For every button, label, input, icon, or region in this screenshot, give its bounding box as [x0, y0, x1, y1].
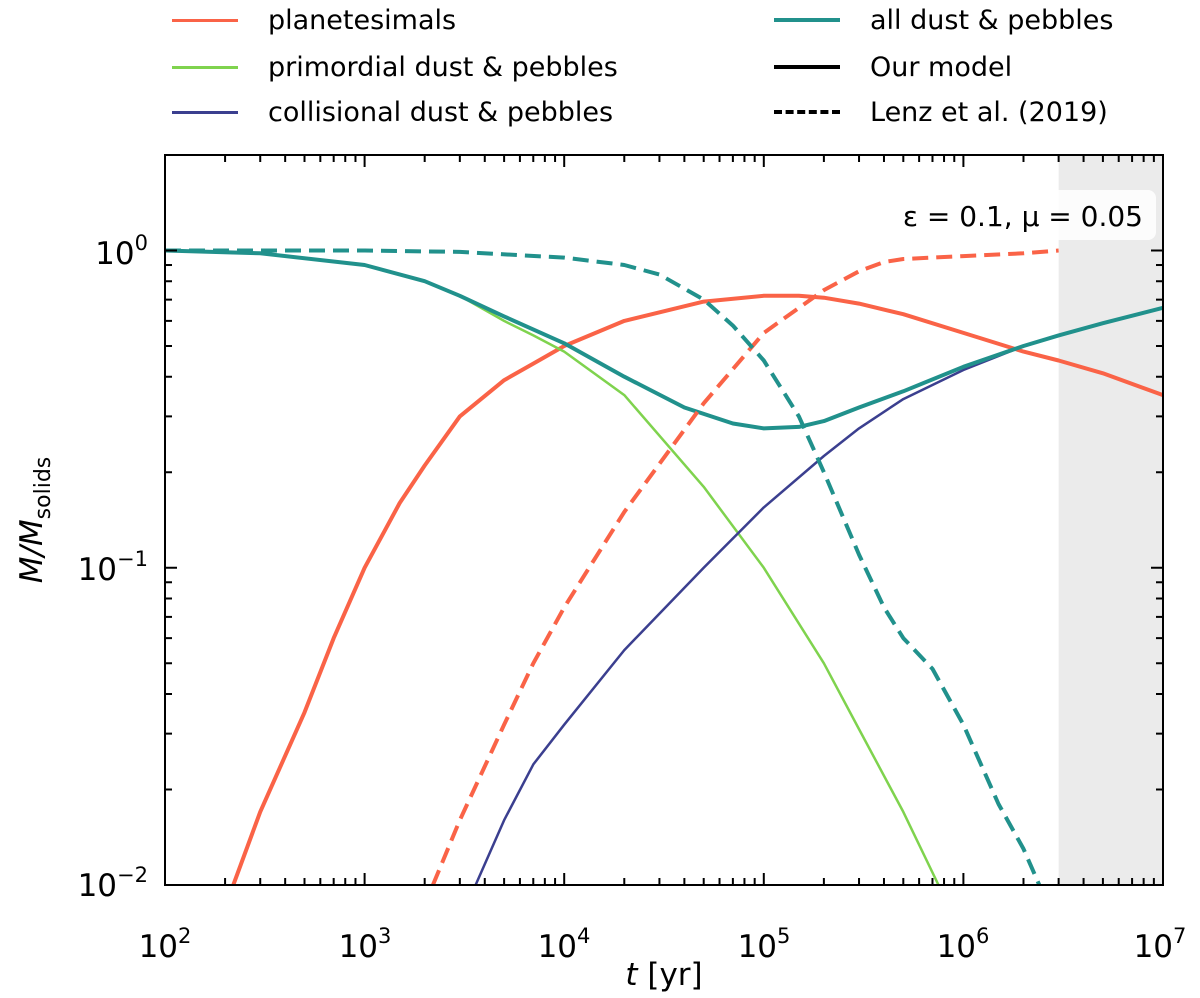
legend-item-lenz: Lenz et al. (2019)	[774, 92, 1108, 132]
legend-label-all-dust: all dust & pebbles	[870, 4, 1114, 36]
series-line-3	[165, 248, 1163, 431]
legend-item-collisional: collisional dust & pebbles	[172, 92, 613, 132]
annotation: ε = 0.1, μ = 0.05	[903, 200, 1143, 233]
legend-swatch-lenz	[774, 110, 840, 114]
x-tick-label-6: 106	[937, 924, 990, 965]
x-tick-labels: 102 103 104 105 106 107	[139, 924, 1187, 965]
series-line-1	[165, 249, 940, 885]
legend-item-our-model: Our model	[774, 47, 1012, 87]
legend-label-planetesimals: planetesimals	[268, 4, 457, 36]
legend-swatch-collisional	[172, 110, 238, 114]
annotation-box: ε = 0.1, μ = 0.05	[864, 190, 1156, 240]
x-tick-label-3: 103	[339, 924, 392, 965]
legend-label-primordial: primordial dust & pebbles	[268, 51, 618, 83]
legend-swatch-all-dust	[774, 18, 840, 22]
y-axis-label: M/Msolids	[14, 457, 56, 584]
series-layer	[165, 248, 1163, 885]
x-tick-label-7: 107	[1134, 924, 1187, 965]
ticks-layer	[164, 154, 1164, 886]
legend-swatch-primordial	[172, 65, 238, 69]
legend-label-lenz: Lenz et al. (2019)	[870, 96, 1108, 128]
x-tick-label-5: 105	[738, 924, 791, 965]
y-tick-label-minus2: 10−2	[78, 863, 148, 904]
shaded-region	[1058, 155, 1163, 885]
legend: planetesimals primordial dust & pebbles …	[0, 0, 1200, 140]
series-line-4	[431, 248, 1059, 885]
y-tick-labels: 10−2 10−1 100	[78, 231, 148, 904]
legend-label-collisional: collisional dust & pebbles	[268, 96, 614, 128]
legend-item-planetesimals: planetesimals	[172, 0, 456, 40]
legend-swatch-our-model	[774, 65, 840, 69]
x-axis-label: t [yr]	[625, 957, 702, 993]
x-tick-label-4: 104	[538, 924, 591, 965]
y-tick-label-minus1: 10−1	[78, 547, 148, 588]
series-line-0	[231, 293, 1163, 885]
x-tick-label-2: 102	[139, 924, 192, 965]
plot-frame	[164, 154, 1164, 886]
legend-item-all-dust: all dust & pebbles	[774, 0, 1113, 40]
series-line-5	[165, 248, 1042, 885]
legend-item-primordial: primordial dust & pebbles	[172, 47, 618, 87]
annotation-background	[864, 190, 1156, 240]
legend-label-our-model: Our model	[870, 51, 1013, 83]
y-tick-label-0: 100	[95, 231, 148, 272]
legend-swatch-planetesimals	[172, 18, 238, 22]
